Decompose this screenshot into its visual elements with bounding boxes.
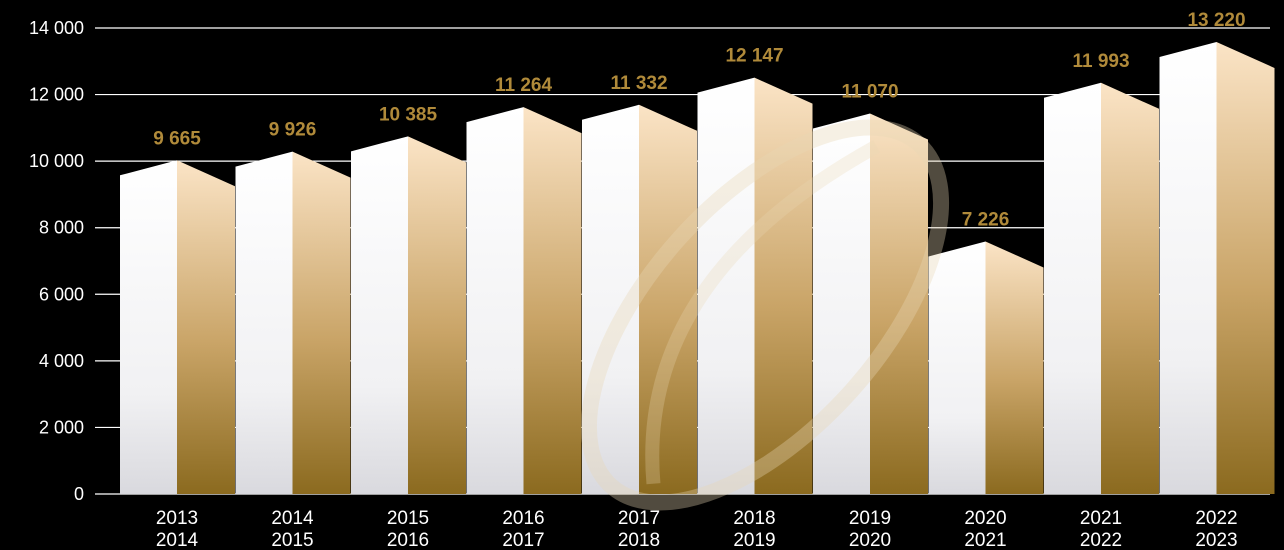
- data-label: 7 226: [962, 209, 1010, 230]
- data-label: 11 993: [1072, 51, 1129, 72]
- y-tick-label: 0: [74, 484, 84, 504]
- y-tick-label: 8 000: [39, 218, 84, 238]
- bar: [235, 151, 351, 494]
- data-label: 9 926: [269, 120, 317, 141]
- x-tick-label-line1: 2015: [387, 508, 429, 529]
- y-tick-label: 2 000: [39, 417, 84, 437]
- bar: [1044, 82, 1159, 494]
- x-tick-label-line2: 2018: [618, 530, 660, 550]
- bar-face-gold: [985, 241, 1044, 494]
- bar-face-gold: [1216, 41, 1275, 494]
- bar: [466, 107, 582, 495]
- bar-face-light: [351, 136, 408, 494]
- bar-face-light: [697, 77, 755, 494]
- bar-face-gold: [523, 107, 582, 495]
- data-label: 11 332: [610, 73, 667, 94]
- x-tick-label-line1: 2019: [849, 508, 891, 529]
- bars: [120, 41, 1275, 495]
- x-tick-label-line1: 2016: [502, 508, 544, 529]
- x-tick-label-line1: 2022: [1195, 508, 1237, 529]
- bar-face-gold: [292, 151, 351, 494]
- x-tick-label-line2: 2020: [849, 530, 891, 550]
- data-label: 10 385: [379, 104, 438, 125]
- x-tick-label-line2: 2019: [733, 530, 775, 550]
- x-tick-label-line1: 2017: [618, 508, 660, 529]
- x-tick-label-line2: 2023: [1195, 530, 1237, 550]
- bar-face-gold: [408, 136, 466, 494]
- x-axis-labels: 2013201420142015201520162016201720172018…: [156, 508, 1238, 550]
- bar-face-gold: [870, 113, 928, 494]
- x-tick-label-line2: 2015: [271, 530, 313, 550]
- y-tick-label: 10 000: [29, 151, 84, 171]
- x-tick-label-line1: 2018: [733, 508, 775, 529]
- bar-face-gold: [639, 104, 697, 495]
- data-label: 11 070: [841, 82, 898, 103]
- rugby-ball-watermark-icon: [580, 119, 950, 511]
- bar-face-gold: [1101, 82, 1159, 494]
- y-axis-ticks: 0 2 000 4 000 6 000 8 000 10 000 12 000 14 000: [29, 18, 84, 504]
- bar: [697, 77, 813, 494]
- data-label: 13 220: [1187, 10, 1245, 31]
- bar-face-gold: [177, 160, 235, 494]
- bar: [351, 136, 466, 494]
- bar-face-light: [1044, 82, 1101, 494]
- bar-face-light: [120, 160, 177, 494]
- x-tick-label-line2: 2014: [156, 530, 199, 550]
- bar-face-light: [813, 113, 870, 494]
- bar: [928, 241, 1044, 494]
- y-tick-label: 12 000: [29, 85, 84, 105]
- bar: [1159, 41, 1275, 494]
- bar-face-light: [235, 151, 293, 494]
- bar-face-light: [928, 241, 986, 494]
- data-label: 9 665: [153, 128, 201, 149]
- data-labels: 9 665 9 926 10 385 11 264 11 332 12 147 11 070…: [153, 10, 1245, 231]
- x-tick-label-line2: 2022: [1080, 530, 1122, 550]
- data-label: 12 147: [725, 46, 783, 67]
- bar-face-light: [582, 104, 639, 495]
- x-tick-label-line1: 2020: [964, 508, 1006, 529]
- bar-face-light: [466, 107, 524, 495]
- x-tick-label-line2: 2021: [964, 530, 1006, 550]
- bar-face-gold: [754, 77, 813, 494]
- bar: [582, 104, 697, 495]
- x-tick-label-line1: 2014: [271, 508, 314, 529]
- x-tick-label-line1: 2021: [1080, 508, 1122, 529]
- x-tick-label-line2: 2017: [502, 530, 544, 550]
- bar-face-light: [1159, 41, 1217, 494]
- bar: [120, 160, 235, 494]
- y-tick-label: 6 000: [39, 284, 84, 304]
- y-tick-label: 4 000: [39, 351, 84, 371]
- y-tick-label: 14 000: [29, 18, 84, 38]
- x-tick-label-line1: 2013: [156, 508, 198, 529]
- bar: [813, 113, 928, 494]
- data-label: 11 264: [495, 75, 552, 96]
- x-tick-label-line2: 2016: [387, 530, 429, 550]
